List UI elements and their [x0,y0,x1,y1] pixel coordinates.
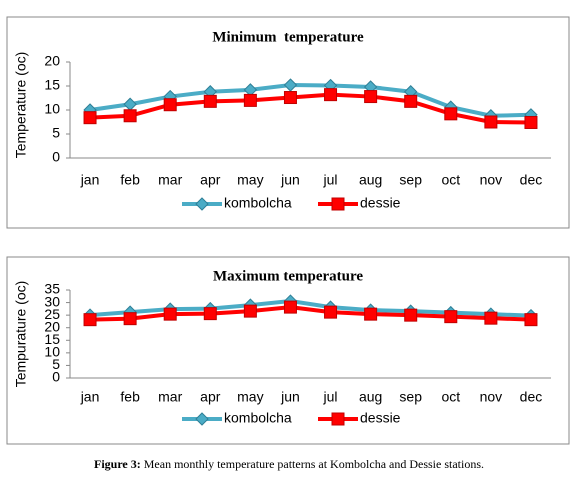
y-tick-label: 25 [44,306,60,322]
x-tick-label: dec [520,389,543,405]
x-tick-label: jul [323,172,338,188]
marker [484,311,498,325]
marker [243,93,257,107]
x-tick-label: jan [80,172,100,188]
x-tick-label: jan [80,389,100,405]
series-line [89,305,532,322]
marker [163,98,177,112]
marker [524,313,538,327]
marker [404,308,418,322]
marker [243,304,257,318]
x-tick-label: aug [359,389,382,405]
y-tick-label: 10 [44,344,60,360]
marker [364,307,378,321]
x-tick-label: jun [280,389,300,405]
marker [283,78,298,92]
x-tick-label: sep [399,389,422,405]
marker [524,115,538,129]
x-tick-label: apr [200,172,221,188]
marker [331,197,345,211]
marker [123,312,137,326]
marker [203,307,217,321]
legend-label: dessie [360,195,401,211]
y-axis-label: Temperature (oc) [13,52,29,159]
y-tick-label: 15 [44,77,60,93]
marker [404,94,418,108]
x-tick-label: nov [480,389,503,405]
legend-label: kombolcha [224,195,292,211]
x-tick-label: feb [120,389,140,405]
marker [444,310,458,324]
x-tick-label: may [237,389,263,405]
x-tick-label: oct [441,389,460,405]
y-tick-label: 5 [52,125,60,141]
y-tick-label: 35 [44,281,60,297]
marker [163,307,177,321]
x-tick-label: feb [120,172,140,188]
y-tick-label: 0 [52,369,60,385]
legend-label: kombolcha [224,410,292,426]
legend-label: dessie [360,410,401,426]
x-tick-label: oct [441,172,460,188]
y-tick-label: 15 [44,331,60,347]
marker [83,111,97,125]
x-tick-label: may [237,172,263,188]
x-tick-label: jul [323,389,338,405]
x-tick-label: dec [520,172,543,188]
marker [83,313,97,327]
x-tick-label: mar [158,172,182,188]
y-tick-label: 10 [44,101,60,117]
marker [195,412,209,426]
marker [324,88,338,102]
x-tick-label: sep [399,172,422,188]
marker [331,412,345,426]
marker [283,91,297,105]
marker [203,94,217,108]
marker [484,115,498,129]
chart-title: Maximum temperature [213,268,363,284]
marker [123,97,137,111]
marker [364,90,378,104]
series-line [89,83,532,118]
y-tick-label: 5 [52,356,60,372]
chart-frame [6,16,570,229]
y-tick-label: 30 [44,293,60,309]
x-tick-label: aug [359,172,382,188]
caption-label: Figure 3: [94,457,141,471]
marker [195,197,209,211]
marker [324,305,338,319]
y-axis-label: Tempurature (oc) [13,281,29,388]
marker [283,300,297,314]
series-line [89,299,532,318]
x-tick-label: jun [280,172,300,188]
y-tick-label: 20 [44,318,60,334]
caption-text: Mean monthly temperature patterns at Kom… [144,457,484,471]
x-tick-label: apr [200,389,221,405]
y-tick-label: 20 [44,53,60,69]
chart-frame [6,256,570,445]
chart-title: Minimum temperature [212,29,364,45]
y-tick-label: 0 [52,149,60,165]
caption: Figure 3: Mean monthly temperature patte… [94,457,484,471]
series-line [89,92,531,125]
marker [444,107,458,121]
marker [123,109,137,123]
x-tick-label: nov [480,172,503,188]
x-tick-label: mar [158,389,182,405]
